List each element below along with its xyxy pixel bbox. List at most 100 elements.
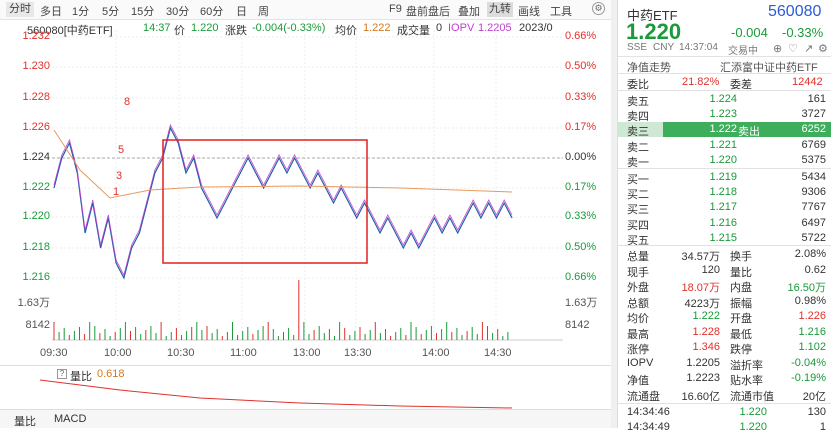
ask-row[interactable]: 卖一 1.220 5375 bbox=[618, 153, 831, 169]
stat-row[interactable]: 总额 4223万 振幅 0.98% bbox=[618, 294, 831, 310]
stat-row[interactable]: 外盘 18.07万 内盘 16.50万 bbox=[618, 278, 831, 294]
trading-status: 交易中 bbox=[728, 46, 758, 57]
bid-row[interactable]: 买五 1.215 5722 bbox=[618, 231, 831, 247]
bid-price: 1.217 bbox=[709, 201, 737, 214]
stat-row[interactable]: IOPV 1.2205 溢折率 -0.04% bbox=[618, 356, 831, 372]
tab-30min[interactable]: 30分 bbox=[166, 6, 190, 18]
stat-value: 34.57万 bbox=[681, 251, 720, 263]
tab-60min[interactable]: 60分 bbox=[200, 6, 224, 18]
stat-value: 16.60亿 bbox=[681, 390, 720, 403]
stat-label: 现手 bbox=[627, 266, 649, 279]
bid-row[interactable]: 买二 1.218 9306 bbox=[618, 185, 831, 201]
stat-row[interactable]: 均价 1.222 开盘 1.226 bbox=[618, 309, 831, 325]
stat-label: 换手 bbox=[730, 251, 752, 263]
stat-row[interactable]: 最高 1.228 最低 1.216 bbox=[618, 325, 831, 341]
indicator-name: 量比 bbox=[70, 371, 92, 383]
tick-row[interactable]: 14:34:46 1.220 130 bbox=[618, 405, 831, 420]
ask-price: 1.224 bbox=[709, 93, 737, 105]
volume-tick-label: 1.63万 bbox=[565, 297, 598, 309]
draw-line-button[interactable]: 画线 bbox=[518, 6, 540, 18]
td-marker: 5 bbox=[118, 144, 125, 156]
ask-label: 卖四 bbox=[627, 111, 649, 124]
stat-label: 净值 bbox=[627, 375, 649, 387]
ask-volume: 161 bbox=[807, 93, 826, 105]
tab-15min[interactable]: 15分 bbox=[131, 6, 155, 18]
ask-label: 卖二 bbox=[627, 141, 649, 154]
price-line bbox=[53, 126, 513, 280]
stat-label: IOPV bbox=[627, 356, 654, 369]
bid-row[interactable]: 买三 1.217 7767 bbox=[618, 200, 831, 216]
stat-row[interactable]: 涨停 1.346 跌停 1.102 bbox=[618, 340, 831, 356]
f9-button[interactable]: F9 bbox=[389, 3, 402, 15]
stat-row[interactable]: 现手 120 量比 0.62 bbox=[618, 263, 831, 279]
stat-value: 0.62 bbox=[804, 263, 826, 276]
ask-row[interactable]: 卖三 1.222 6252 卖出 bbox=[618, 122, 831, 138]
alert-icon[interactable]: ♡ bbox=[788, 43, 798, 55]
tab-macd[interactable]: MACD bbox=[54, 413, 87, 425]
tab-multi-day[interactable]: 多日 bbox=[40, 6, 62, 18]
stat-row[interactable]: 总量 34.57万 换手 2.08% bbox=[618, 247, 831, 263]
tab-week[interactable]: 周 bbox=[258, 6, 269, 18]
bid-volume: 7767 bbox=[801, 201, 826, 214]
ask-row[interactable]: 卖二 1.221 6769 bbox=[618, 138, 831, 154]
volume-label: 成交量 bbox=[397, 25, 430, 37]
bid-volume: 5722 bbox=[801, 231, 826, 244]
time-tick-label: 11:00 bbox=[230, 347, 257, 359]
volume-value: 0 bbox=[436, 22, 443, 34]
pct-tick-label: 0.50% bbox=[565, 60, 597, 72]
panel-splitter[interactable] bbox=[611, 0, 617, 428]
stat-value: 1.228 bbox=[692, 325, 720, 338]
price-change: -0.004 bbox=[731, 25, 768, 40]
tab-intraday[interactable]: 分时 bbox=[6, 2, 34, 17]
settings-icon[interactable]: ⚙ bbox=[592, 2, 605, 15]
tools-button[interactable]: 工具 bbox=[550, 6, 572, 18]
td-marker: 1 bbox=[113, 186, 120, 198]
intraday-chart[interactable]: 1.232 1.230 1.228 1.226 1.224 1.222 1.220 1.218… bbox=[0, 20, 611, 365]
nav-trend-link[interactable]: 净值走势 bbox=[627, 62, 671, 74]
indicator-value: 0.618 bbox=[97, 368, 125, 380]
price-tick-label: 1.218 bbox=[22, 241, 50, 253]
td-marker: 8 bbox=[124, 96, 131, 108]
help-icon[interactable]: ? bbox=[57, 369, 67, 379]
quote-panel: 中药ETF 560080 1.220 -0.004 -0.33% SSE CNY… bbox=[617, 0, 831, 433]
stat-value: 1.222 bbox=[692, 310, 720, 322]
bid-row[interactable]: 买四 1.216 6497 bbox=[618, 216, 831, 232]
stat-row[interactable]: 流通盘 16.60亿 流通市值 20亿 bbox=[618, 387, 831, 403]
td-sequential-button[interactable]: 九转 bbox=[487, 2, 513, 17]
security-code-name: 560080[中药ETF] bbox=[27, 25, 113, 37]
cursor-change: -0.004(-0.33%) bbox=[252, 22, 326, 34]
share-icon[interactable]: ↗ bbox=[804, 43, 814, 55]
bid-row[interactable]: 买一 1.219 5434 bbox=[618, 170, 831, 186]
bid-price: 1.215 bbox=[709, 231, 737, 244]
stat-label: 均价 bbox=[627, 313, 649, 325]
bid-volume: 9306 bbox=[801, 186, 826, 199]
price-tick-label: 1.228 bbox=[22, 91, 50, 103]
time-tick-label: 13:00 bbox=[293, 347, 321, 359]
pre-post-market-button[interactable]: 盘前盘后 bbox=[406, 6, 450, 18]
order-diff-value: 12442 bbox=[792, 76, 823, 88]
ask-row[interactable]: 卖五 1.224 161 bbox=[618, 92, 831, 108]
currency: CNY bbox=[653, 42, 675, 53]
stat-label: 量比 bbox=[730, 266, 752, 279]
tab-5min[interactable]: 5分 bbox=[102, 6, 120, 18]
tab-1min[interactable]: 1分 bbox=[72, 6, 90, 18]
pct-tick-label: 0.33% bbox=[565, 91, 597, 103]
stat-label: 最高 bbox=[627, 328, 649, 341]
price-tick-label: 1.224 bbox=[22, 151, 50, 163]
tab-volume-ratio[interactable]: 量比 bbox=[14, 416, 36, 428]
stat-value: 1.102 bbox=[798, 341, 826, 353]
stat-label: 贴水率 bbox=[730, 375, 763, 387]
overlay-button[interactable]: 叠加 bbox=[458, 6, 480, 18]
stat-label: 最低 bbox=[730, 328, 752, 341]
ask-volume: 6769 bbox=[801, 138, 826, 151]
iopv-line bbox=[53, 123, 513, 277]
price-tick-label: 1.220 bbox=[22, 210, 50, 222]
cursor-date: 2023/0 bbox=[519, 22, 553, 34]
tick-time: 14:34:49 bbox=[627, 421, 670, 433]
ask-row[interactable]: 卖四 1.223 3727 bbox=[618, 107, 831, 124]
add-watchlist-icon[interactable]: ⊕ bbox=[773, 43, 783, 55]
tab-day[interactable]: 日 bbox=[236, 6, 247, 18]
settings-icon[interactable]: ⚙ bbox=[818, 43, 828, 55]
price-tick-label: 1.232 bbox=[22, 30, 50, 42]
stat-row[interactable]: 净值 1.2223 贴水率 -0.19% bbox=[618, 371, 831, 387]
